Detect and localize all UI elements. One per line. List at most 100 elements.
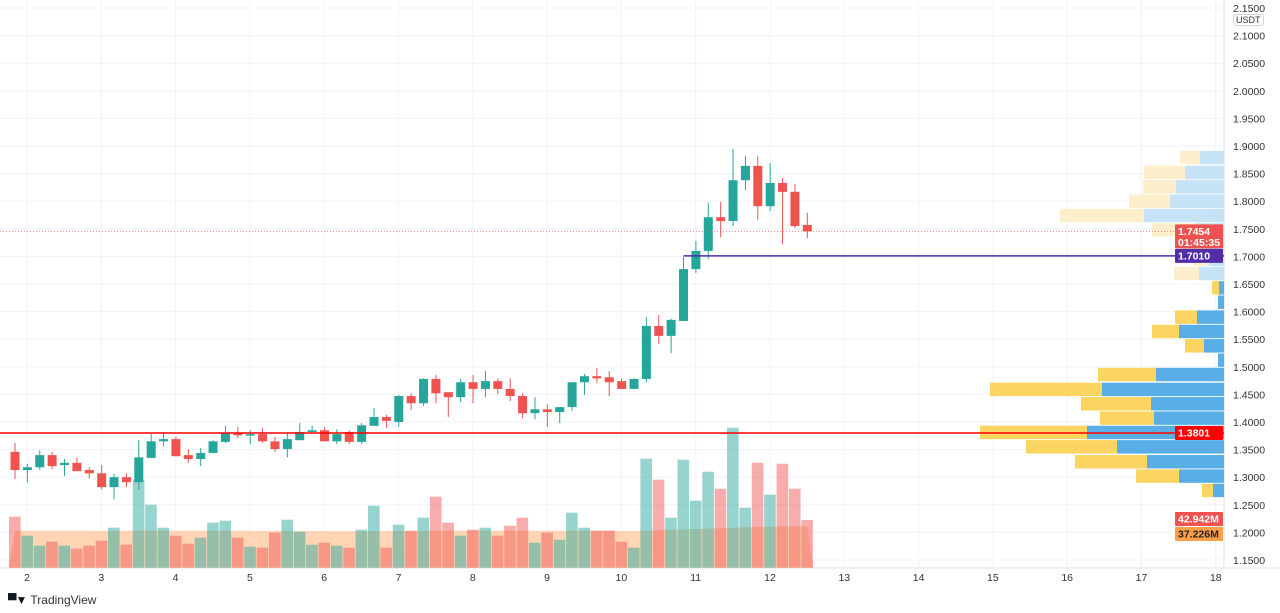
horizontal-lines[interactable] (0, 230, 1224, 434)
profile-down-bar (1136, 469, 1179, 483)
price-tick-label: 1.4500 (1233, 389, 1265, 401)
profile-up-bar (1176, 180, 1224, 194)
volume-bar (83, 545, 95, 568)
logo-icon: ▀▼ (8, 593, 27, 607)
volume-bar (776, 463, 789, 568)
candle-body (555, 407, 565, 413)
time-tick-label: 2 (24, 572, 30, 584)
candle-body (728, 180, 738, 222)
profile-up-bar (1197, 310, 1224, 324)
volume-bar (132, 479, 145, 568)
volume-bar (95, 540, 108, 568)
currency-label[interactable]: USDT (1233, 14, 1264, 26)
volume-bar (9, 516, 21, 568)
volume-bar (21, 535, 33, 568)
price-axis[interactable]: 2.1500 2.1000 2.0500 2.0000 1.9500 1.9000 1.85… (1233, 3, 1265, 567)
candle-body (703, 217, 713, 251)
volume-bar (157, 527, 170, 568)
volume-bar (169, 535, 182, 568)
volume-bar (256, 547, 269, 568)
candle-body (320, 430, 329, 442)
volume-bar (727, 427, 739, 568)
profile-up-bar (1154, 411, 1224, 425)
candle-body (47, 455, 57, 467)
volume-bar (615, 541, 628, 568)
time-tick-label: 15 (987, 572, 999, 584)
profile-down-bar (1098, 367, 1156, 382)
profile-up-bar (1218, 353, 1224, 367)
profile-down-bar (1175, 310, 1197, 324)
candle-body (456, 382, 466, 398)
profile-up-bar (1185, 165, 1224, 180)
price-tick-label: 1.8500 (1233, 169, 1265, 181)
volume-bar (318, 542, 331, 568)
volume-bar (665, 517, 677, 568)
last-price-label-bg (1175, 224, 1223, 249)
volume-bar (578, 527, 591, 568)
last-price-label-countdown: 01:45:35 (1178, 237, 1220, 249)
candle-body (258, 434, 268, 442)
candle-body (72, 462, 82, 472)
volume-bar (739, 507, 752, 568)
candle-body (307, 430, 317, 432)
volume-bar (702, 471, 714, 568)
price-tick-label: 1.9000 (1233, 141, 1265, 153)
time-tick-label: 9 (544, 572, 550, 584)
candle-body (233, 433, 243, 436)
volume-bar (528, 542, 541, 568)
time-tick-label: 8 (470, 572, 476, 584)
volume-bar (652, 479, 665, 568)
profile-down-bar (990, 382, 1102, 397)
volume-bar (640, 458, 652, 568)
volume-bar (46, 541, 58, 568)
tradingview-logo[interactable]: ▀▼ TradingView (8, 593, 96, 607)
volume-ma-label-bg (1175, 527, 1223, 541)
candle-body (629, 378, 639, 389)
candle-body (567, 382, 577, 408)
time-tick-label: 13 (838, 572, 850, 584)
level-price-label-bg (1175, 248, 1223, 263)
candle-body (84, 470, 94, 474)
candle-body (270, 441, 280, 450)
candle-body (790, 191, 800, 227)
price-tick-label: 1.7500 (1233, 224, 1265, 236)
candle-body (332, 434, 342, 442)
price-tick-label: 1.7000 (1233, 251, 1265, 263)
candle-body (505, 388, 515, 397)
price-tick-label: 1.2500 (1233, 500, 1265, 512)
price-tick-label: 1.9500 (1233, 113, 1265, 125)
volume-bar (417, 517, 430, 568)
profile-up-bar (1179, 469, 1224, 483)
price-tick-label: 2.1500 (1233, 3, 1265, 15)
candle-body (740, 165, 750, 181)
volume-bar (120, 544, 133, 568)
volume-bar (58, 545, 71, 568)
candle-body (35, 455, 45, 468)
time-tick-label: 6 (321, 572, 327, 584)
volume-bar (268, 532, 281, 568)
support-price-label-bg (1175, 425, 1223, 440)
volume-bar (219, 520, 232, 568)
time-axis[interactable]: 2 3 4 5 6 7 8 9 10 11 12 13 14 15 16 17 18 (24, 572, 1222, 584)
price-tick-label: 1.8000 (1233, 196, 1265, 208)
time-tick-label: 12 (764, 572, 776, 584)
candle-body (394, 396, 404, 422)
grid (0, 0, 1280, 569)
price-tick-label: 2.0000 (1233, 86, 1265, 98)
candle-body (716, 217, 726, 222)
candle-body (60, 462, 70, 466)
profile-down-bar (1144, 165, 1185, 180)
candle-body (666, 319, 676, 336)
time-tick-label: 4 (173, 572, 179, 584)
volume-label-bg (1175, 512, 1223, 526)
profile-up-bar (1200, 150, 1224, 165)
candle-body (121, 477, 131, 483)
candle-body (443, 392, 453, 398)
price-tick-label: 1.6500 (1233, 279, 1265, 291)
volume-bar (454, 535, 467, 568)
candle-body (518, 396, 528, 414)
profile-down-bar (1212, 281, 1219, 295)
volume-bar (343, 547, 355, 568)
